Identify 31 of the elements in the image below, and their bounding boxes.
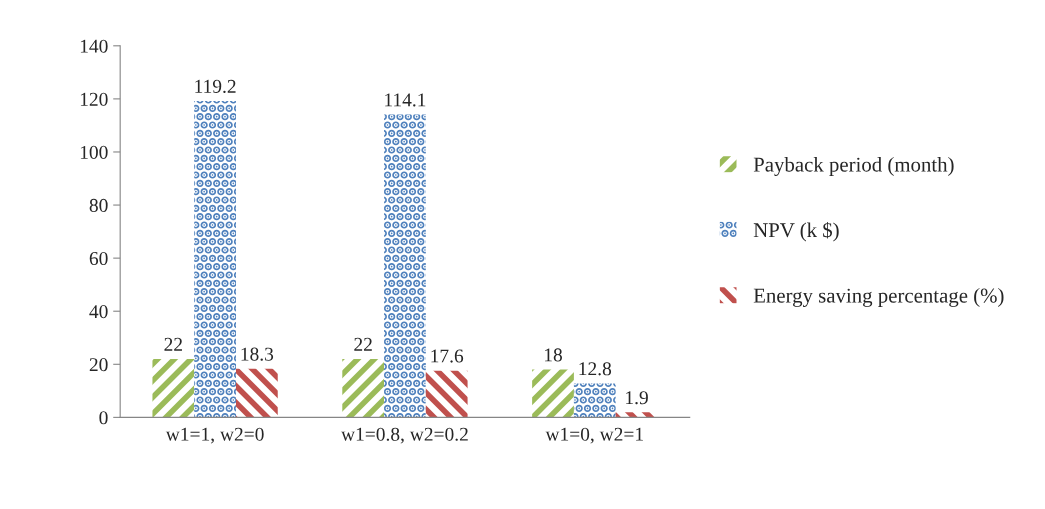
data-label: 18.3 (241, 347, 274, 361)
y-tick-label: 120 (80, 92, 108, 106)
data-label: 18 (545, 348, 562, 362)
data-label: 22 (164, 337, 182, 351)
data-label: 119.2 (195, 79, 236, 93)
legend-label: Energy saving percentage (%) (753, 288, 1004, 307)
bar (573, 383, 616, 418)
data-label: 17.6 (431, 349, 464, 363)
y-tick-label: 80 (89, 198, 108, 212)
bar (532, 369, 574, 418)
x-tick-label: w1=0.8, w2=0.2 (341, 427, 468, 444)
data-label: 12.8 (579, 362, 612, 376)
bar (152, 358, 195, 418)
y-tick-label: 100 (80, 145, 108, 159)
bar (194, 101, 236, 418)
bar (235, 368, 278, 418)
legend-label: Payback period (month) (753, 156, 954, 176)
x-tick-label: w1=1, w2=0 (165, 427, 264, 444)
bar (425, 370, 468, 418)
bar (342, 358, 385, 418)
y-tick-label: 140 (80, 39, 108, 53)
y-tick-label: 0 (99, 411, 108, 425)
bar (384, 114, 426, 418)
x-tick-label: w1=0, w2=1 (545, 427, 643, 444)
data-label: 114.1 (385, 93, 426, 107)
y-tick-label: 60 (89, 251, 108, 266)
y-tick-label: 20 (89, 358, 108, 372)
data-label: 1.9 (626, 391, 648, 405)
data-label: 22 (354, 337, 372, 351)
legend-label: NPV (k $) (753, 221, 839, 242)
y-tick-label: 40 (89, 305, 108, 319)
